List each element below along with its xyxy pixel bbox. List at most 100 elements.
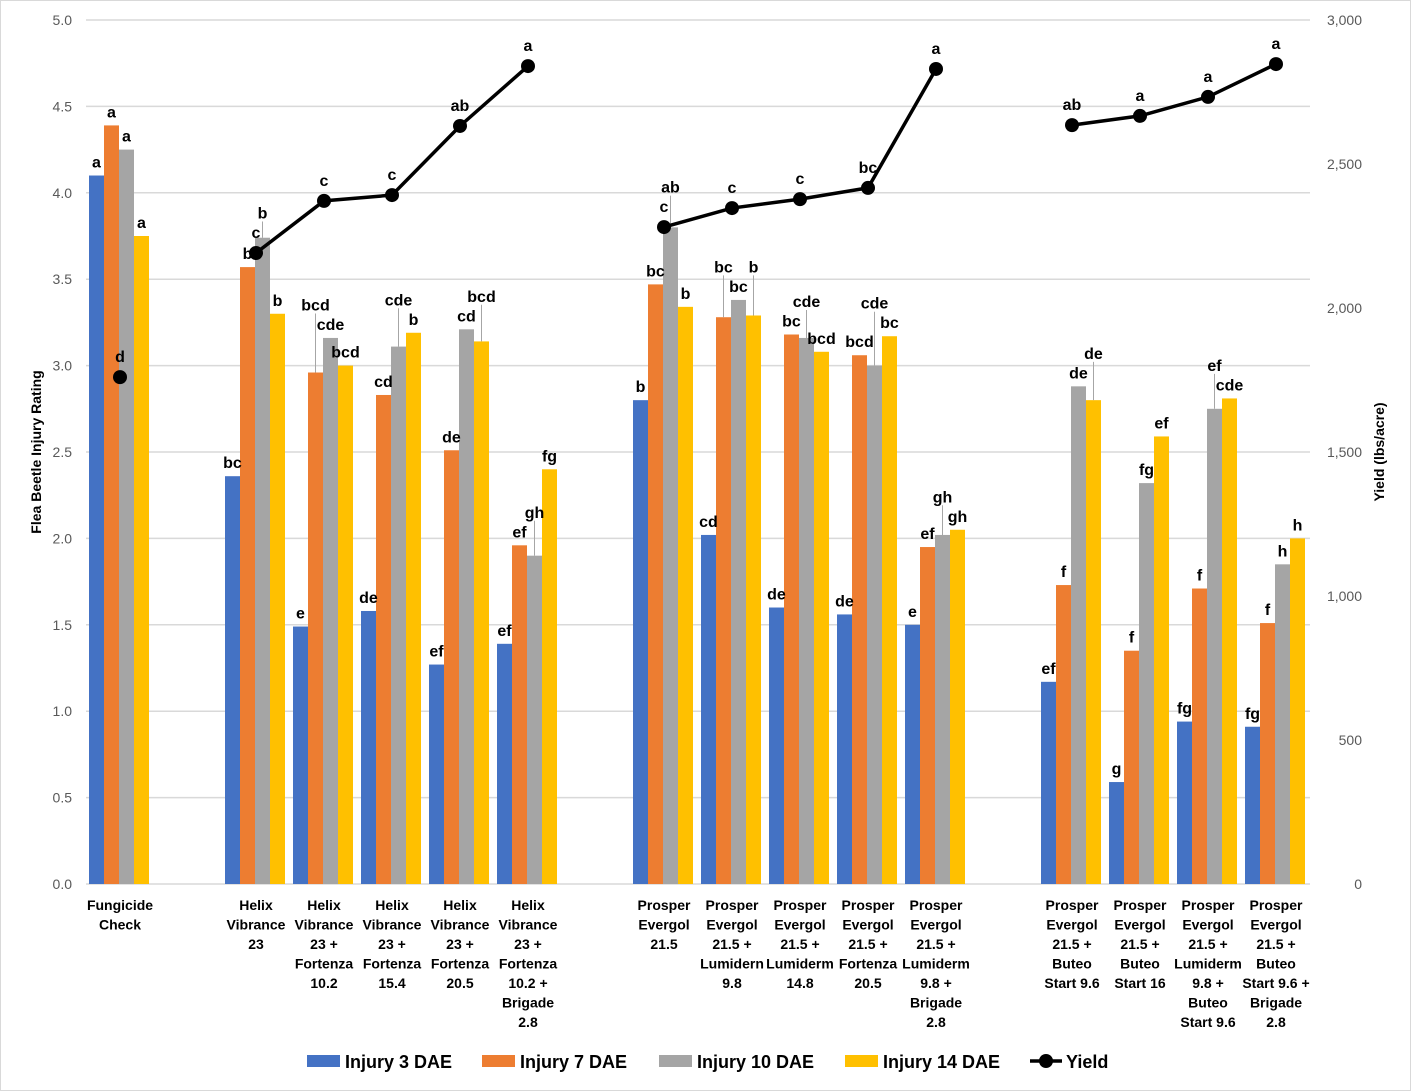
yield-letter-label: c <box>728 180 737 197</box>
bar-letter-label: gh <box>933 489 953 506</box>
category-label: Helix Vibrance 23 + Fortenza 20.5 <box>431 897 490 991</box>
bar <box>852 355 867 884</box>
yield-point <box>793 192 807 207</box>
yield-line <box>1071 62 1277 127</box>
bar <box>512 545 527 884</box>
bar-letter-label: e <box>296 606 305 623</box>
bar-letter-label: ef <box>1207 358 1222 375</box>
bar-letter-label: fg <box>542 448 557 465</box>
bar <box>406 332 421 884</box>
bar-letter-label: ef <box>1041 661 1056 678</box>
category-label: Prosper Evergol 21.5 + Buteo Start 9.6 + Brig… <box>1242 897 1309 1030</box>
bar <box>1041 681 1056 884</box>
left-tick-label: 0.5 <box>53 790 73 806</box>
legend-swatch <box>845 1055 878 1067</box>
legend-label: Injury 3 DAE <box>345 1052 452 1072</box>
bar-letter-label: f <box>1197 568 1203 585</box>
yield-point <box>929 61 943 76</box>
yield-letter-label: c <box>796 171 805 188</box>
bar <box>391 346 406 884</box>
legend-label: Injury 14 DAE <box>883 1052 1000 1072</box>
bar <box>323 337 338 884</box>
bar <box>270 313 285 884</box>
right-tick-label: 2,500 <box>1327 156 1362 172</box>
bar-letter-label: b <box>681 286 691 303</box>
left-tick-label: 2.0 <box>53 530 73 546</box>
category-label: Helix Vibrance 23 <box>227 897 286 952</box>
bar <box>497 643 512 884</box>
legend-swatch <box>659 1055 692 1067</box>
legend-swatch <box>1039 1054 1053 1068</box>
yield-point <box>113 370 127 385</box>
left-tick-label: 0.0 <box>53 876 73 892</box>
bar-letter-label: de <box>835 593 854 610</box>
yield-letter-label: ab <box>451 98 470 115</box>
right-tick-label: 1,500 <box>1327 444 1362 460</box>
bar-letter-label: bc <box>223 455 242 472</box>
bar <box>444 450 459 884</box>
bar-letter-label: fg <box>1245 706 1260 723</box>
bar-letter-label: bcd <box>807 331 835 348</box>
bar-letter-label: cde <box>1216 377 1244 394</box>
category-label: Helix Vibrance 23 + Fortenza 10.2 <box>295 897 354 991</box>
bar <box>867 365 882 885</box>
legend-label: Injury 10 DAE <box>697 1052 814 1072</box>
legend-label: Yield <box>1066 1052 1108 1072</box>
left-tick-label: 1.5 <box>53 617 73 633</box>
bar <box>701 534 716 884</box>
bar <box>225 476 240 884</box>
category-label: Prosper Evergol 21.5 + Fortenza 20.5 <box>839 897 898 991</box>
yield-point <box>1269 57 1283 72</box>
bar-letter-label: ef <box>497 623 512 640</box>
bar-letter-label: cd <box>699 514 718 531</box>
bar <box>633 400 648 884</box>
legend: Injury 3 DAE Injury 7 DAE Injury 10 DAE Inj… <box>307 1052 1108 1072</box>
bar-letter-label: ef <box>512 524 527 541</box>
bar-letter-label: ef <box>1154 415 1169 432</box>
category-label: Prosper Evergol 21.5 + Lumiderm 9.8 + Buteo St… <box>1174 897 1242 1030</box>
bar <box>308 372 323 884</box>
bar <box>89 175 104 884</box>
left-tick-label: 1.0 <box>53 703 73 719</box>
category-label: Prosper Evergol 21.5 + Lumidern 9.8 <box>700 897 764 991</box>
bar-letter-label: de <box>767 587 786 604</box>
yield-letter-label: c <box>252 225 261 242</box>
yield-letter-label: a <box>1204 69 1213 86</box>
bar <box>663 227 678 885</box>
bar-letter-label: a <box>122 129 131 146</box>
yield-letter-label: a <box>1136 88 1145 105</box>
bar-letter-label: b <box>258 205 268 222</box>
bar <box>935 534 950 884</box>
right-axis-title: Yield (lbs/acre) <box>1371 402 1387 501</box>
bar-letter-label: de <box>442 429 461 446</box>
bar <box>104 125 119 884</box>
bar <box>920 547 935 884</box>
bar-letter-label: a <box>137 215 146 232</box>
bar <box>950 529 965 884</box>
yield-point <box>1065 118 1079 133</box>
bar-letter-label: cd <box>457 308 476 325</box>
right-tick-label: 500 <box>1339 732 1363 748</box>
yield-point <box>249 245 263 260</box>
yield-point <box>1133 108 1147 123</box>
bar-letter-label: cde <box>861 296 889 313</box>
bar-letter-label: h <box>1278 543 1288 560</box>
bar <box>1124 650 1139 884</box>
bar-letter-label: f <box>1129 630 1135 647</box>
bar-letter-label: g <box>1112 761 1122 778</box>
bar-letter-label: ab <box>661 180 680 197</box>
bar-letter-label: gh <box>525 505 545 522</box>
bar <box>905 624 920 884</box>
bar-letter-label: a <box>107 104 116 121</box>
bar-letter-label: bc <box>782 313 801 330</box>
left-tick-label: 4.5 <box>53 98 73 114</box>
bar <box>542 469 557 884</box>
yield-letter-label: a <box>1272 36 1281 53</box>
bar <box>746 315 761 884</box>
bar-letter-label: bc <box>714 259 733 276</box>
bar <box>1192 588 1207 884</box>
legend-swatch <box>482 1055 515 1067</box>
bar-letter-label: a <box>92 155 101 172</box>
yield-point <box>385 188 399 203</box>
